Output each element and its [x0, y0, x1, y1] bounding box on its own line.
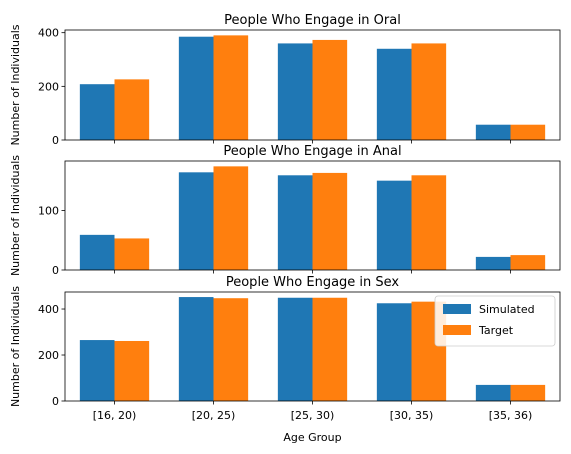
bar-target-2: [312, 172, 348, 270]
subplot-3: 0 200 400 [16, 20) [20, 25) [25, 30) [30, 35) […: [9, 275, 561, 444]
bar-target-3: [411, 175, 447, 270]
subplot-title: People Who Engage in Oral: [224, 13, 401, 28]
bar-target-4: [510, 255, 546, 270]
y-tick-label: 100: [38, 204, 59, 217]
legend-label-target: Target: [478, 324, 514, 337]
bar-target-2: [312, 39, 348, 140]
x-tick-label: [25, 30): [291, 409, 335, 422]
x-axis-label: Age Group: [283, 431, 341, 444]
legend-label-simulated: Simulated: [479, 303, 535, 316]
bar-simulated-2: [277, 43, 313, 140]
x-tick-label: [35, 36): [489, 409, 533, 422]
y-tick-label: 0: [52, 134, 59, 147]
bar-target-4: [510, 384, 546, 401]
x-tick-label: [30, 35): [390, 409, 434, 422]
bar-simulated-2: [277, 297, 313, 401]
y-tick-label: 0: [52, 264, 59, 277]
y-tick-label: 400: [38, 27, 59, 40]
legend-swatch-simulated: [443, 304, 471, 314]
subplot-2: 0 100 People Who Engage in Anal Number of I…: [9, 144, 561, 277]
bar-simulated-0: [79, 84, 115, 140]
bar-simulated-3: [376, 180, 412, 270]
bar-target-1: [213, 298, 249, 401]
bar-simulated-4: [475, 256, 511, 270]
bar-target-4: [510, 124, 546, 140]
y-tick-label: 200: [38, 349, 59, 362]
bar-simulated-2: [277, 175, 313, 270]
y-tick-label: 200: [38, 80, 59, 93]
bar-simulated-1: [178, 172, 214, 270]
bar-simulated-3: [376, 303, 412, 401]
bar-simulated-4: [475, 384, 511, 401]
bar-target-1: [213, 166, 249, 270]
bar-simulated-1: [178, 297, 214, 401]
bar-target-2: [312, 297, 348, 401]
legend-swatch-target: [443, 325, 471, 335]
bar-target-3: [411, 43, 447, 140]
bar-target-0: [114, 79, 150, 140]
bar-target-0: [114, 238, 150, 270]
y-axis-label: Number of Individuals: [9, 155, 22, 276]
y-axis-label: Number of Individuals: [9, 24, 22, 145]
bar-target-0: [114, 340, 150, 401]
bar-simulated-0: [79, 340, 115, 401]
x-tick-label: [20, 25): [192, 409, 236, 422]
subplot-title: People Who Engage in Sex: [226, 275, 400, 290]
bar-simulated-4: [475, 124, 511, 140]
bar-simulated-1: [178, 36, 214, 140]
legend: Simulated Target: [434, 295, 556, 347]
bar-simulated-3: [376, 48, 412, 140]
y-tick-label: 0: [52, 395, 59, 408]
x-tick-label: [16, 20): [93, 409, 137, 422]
y-axis-label: Number of Individuals: [9, 286, 22, 407]
subplot-title: People Who Engage in Anal: [223, 144, 401, 159]
bar-target-1: [213, 35, 249, 140]
bar-simulated-0: [79, 234, 115, 270]
y-tick-label: 400: [38, 303, 59, 316]
subplot-1: 0 200 400 People Who Engage in Oral Number o…: [9, 13, 561, 147]
